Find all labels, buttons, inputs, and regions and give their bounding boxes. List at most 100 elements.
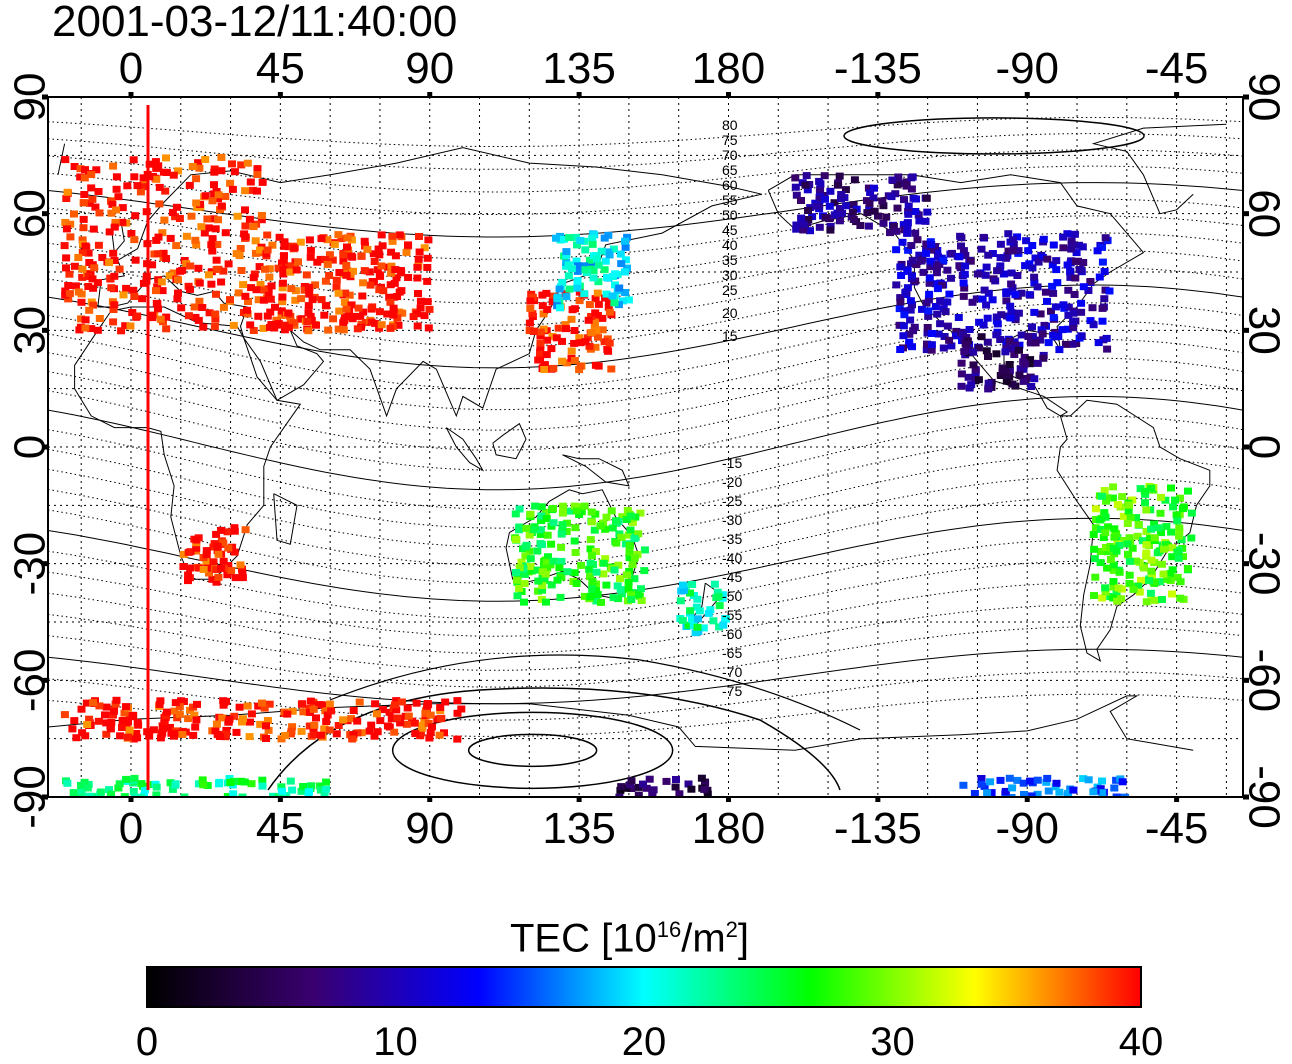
tec-cell [241, 187, 250, 195]
tec-cell [110, 223, 119, 231]
tec-cell [1003, 372, 1011, 380]
tec-cell [129, 286, 138, 294]
tec-cell [553, 294, 562, 302]
tec-cell [628, 561, 637, 569]
tec-cell [1031, 254, 1040, 262]
tec-cell [598, 326, 607, 334]
tec-cell [552, 234, 560, 242]
tec-cell [360, 267, 369, 275]
tec-cell [116, 732, 125, 740]
tec-cell [903, 267, 912, 275]
tec-cell [984, 251, 993, 259]
tec-cell [1103, 548, 1112, 556]
tec-cell [221, 229, 230, 237]
tec-cell [123, 182, 132, 190]
tec-cell [904, 202, 913, 210]
tec-cell [299, 708, 308, 716]
tec-cell [792, 191, 801, 199]
tec-cell [302, 271, 311, 279]
tec-cell [1115, 568, 1124, 576]
tec-cell [982, 301, 991, 309]
tec-cell [706, 606, 715, 614]
tec-cell [354, 304, 363, 312]
tec-cell [899, 332, 908, 340]
tec-cell [982, 347, 991, 355]
tec-cell [174, 276, 182, 284]
tec-cell [594, 278, 603, 286]
tec-cell [543, 564, 552, 572]
tec-cell [925, 290, 934, 298]
tec-cell [1124, 507, 1133, 515]
tec-cell [281, 732, 290, 739]
tec-cell [616, 786, 625, 794]
tec-cell [337, 235, 346, 243]
tec-cell [258, 776, 267, 784]
tec-cell [309, 725, 318, 733]
tec-cell [897, 272, 906, 279]
tec-cell [1166, 570, 1175, 578]
tec-cell [513, 576, 521, 584]
tec-cell [538, 586, 547, 594]
tec-cell [347, 236, 356, 244]
tec-cell [585, 301, 594, 308]
tec-cell [609, 594, 618, 602]
tec-cell [591, 343, 600, 351]
tec-cell [676, 597, 685, 605]
tec-cell [571, 233, 580, 241]
tec-cell [1001, 787, 1010, 795]
tec-cell [246, 718, 254, 726]
tec-cell [894, 173, 903, 181]
tec-cell [543, 305, 552, 313]
tec-cell [355, 698, 364, 706]
tec-cell [960, 284, 969, 292]
tec-cell [311, 281, 320, 289]
tec-cell [903, 229, 912, 237]
tec-cell [66, 220, 75, 228]
tec-cell [600, 266, 609, 274]
tec-cell [241, 526, 250, 534]
tec-cell [521, 552, 530, 560]
tec-cell [81, 316, 90, 324]
tec-cell [892, 281, 901, 289]
tec-cell [168, 209, 177, 216]
tec-cell [959, 781, 968, 789]
tec-cell [575, 334, 584, 342]
tec-cell [218, 714, 227, 722]
tec-cell [529, 327, 538, 335]
tec-cell [515, 505, 524, 513]
tec-cell [320, 311, 329, 319]
tec-cell [896, 346, 905, 353]
mlat-contour [48, 320, 1243, 411]
tec-cell [1104, 523, 1113, 531]
tec-cell [130, 236, 139, 244]
mlat-contour [48, 560, 1243, 637]
tec-cell [630, 575, 639, 583]
tec-cell [791, 174, 800, 182]
tec-cell [1100, 268, 1109, 275]
tec-cell [285, 262, 294, 270]
tec-cell [153, 283, 162, 291]
tec-cell [1022, 237, 1031, 245]
tec-cell [265, 265, 274, 273]
tec-cell [1017, 289, 1026, 297]
tec-cell [1091, 505, 1100, 513]
colorbar-label: TEC [1016/m2] [510, 916, 750, 961]
coastline [445, 427, 485, 472]
tec-cell [1140, 487, 1149, 495]
tec-cell [610, 566, 619, 574]
tec-cell [112, 696, 121, 704]
mlat-contour [48, 215, 1243, 282]
tec-cell [1079, 283, 1088, 291]
contour-label: 30 [722, 267, 738, 283]
tec-cell [1071, 274, 1080, 282]
tec-cell [216, 733, 224, 740]
tec-cell [558, 337, 566, 345]
tec-cell [217, 167, 226, 175]
tec-cell [1020, 353, 1029, 361]
tec-cell [111, 218, 120, 226]
tec-cell [425, 305, 434, 313]
tec-cell [580, 290, 589, 298]
tec-cell [697, 774, 706, 782]
tec-cell [1179, 553, 1187, 561]
tec-cell [221, 193, 230, 200]
